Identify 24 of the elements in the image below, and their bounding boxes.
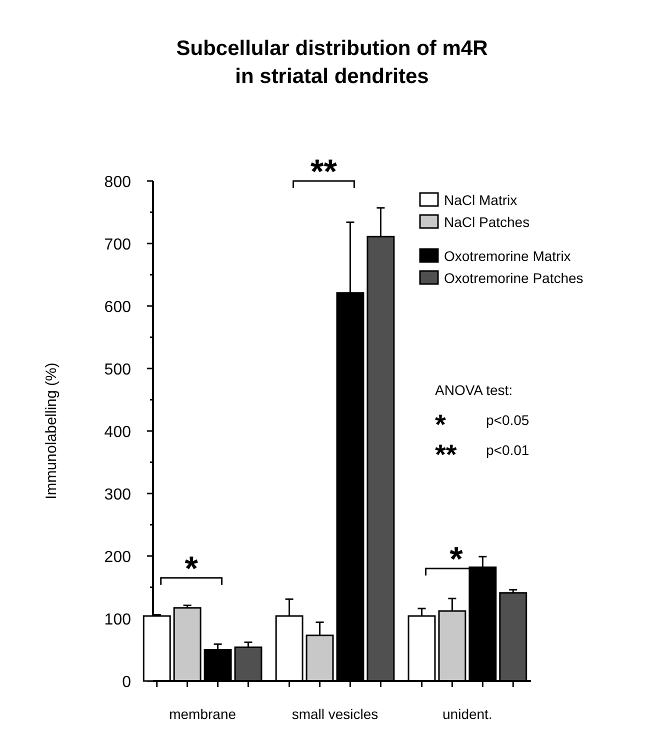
x-tick-label: small vesicles — [292, 706, 378, 722]
annotation: * — [184, 550, 199, 588]
y-tick-label: 500 — [104, 362, 132, 378]
annotation: * — [450, 540, 464, 578]
y-tick-label: 100 — [104, 612, 132, 628]
annotation: ** — [310, 153, 338, 191]
y-tick-label: 600 — [104, 299, 132, 316]
y-tick-label: 300 — [104, 486, 132, 504]
y-axis-title: Immunolabelling (%) — [43, 362, 60, 500]
legend-label: Oxotremorine Matrix — [444, 248, 571, 264]
x-tick-label: unident. — [442, 706, 492, 722]
y-tick-label: 400 — [104, 424, 132, 441]
text: * p<0.05 — [435, 409, 530, 440]
legend-label: NaCl Matrix — [444, 192, 518, 208]
y-tick-label: 0 — [122, 674, 132, 691]
chart-title: Subcellular distribution of m4R in striatal dendrites — [176, 37, 488, 88]
y-tick-label: 800 — [104, 174, 132, 191]
x-tick-label: membrane — [169, 706, 236, 722]
legend-label: NaCl Patches — [444, 214, 530, 230]
annotation: ** p<0.01 — [435, 439, 530, 470]
y-tick-label: 200 — [104, 549, 132, 566]
y-tick-label: 700 — [104, 236, 132, 254]
annotation: ANOVA test: — [435, 382, 513, 398]
legend-label: Oxotremorine Patches — [444, 270, 584, 286]
